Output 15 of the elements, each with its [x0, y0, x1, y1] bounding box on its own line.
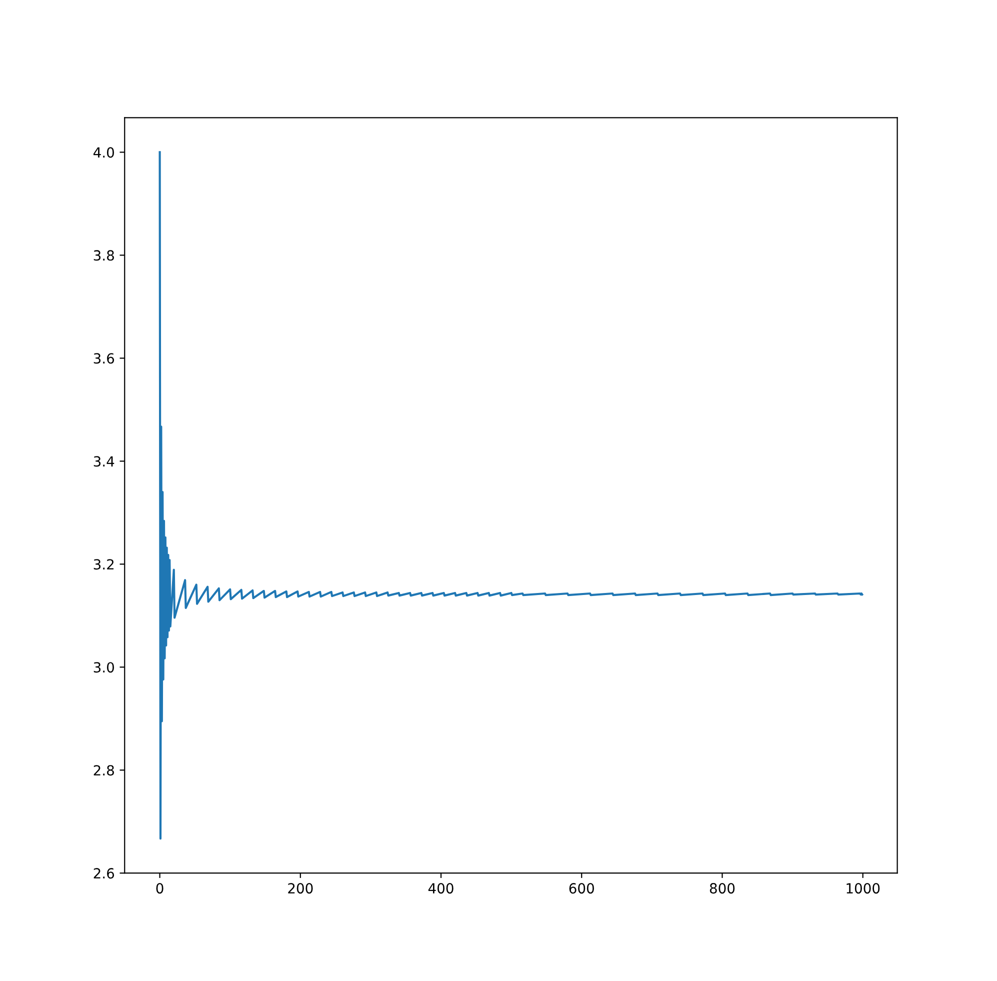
y-tick-label: 2.8 — [94, 765, 114, 776]
x-tick-label: 600 — [569, 883, 594, 894]
x-tick-label: 800 — [710, 883, 735, 894]
x-tick-label: 200 — [288, 883, 313, 894]
y-tick-label: 3.8 — [94, 250, 114, 261]
y-tick-label: 3.2 — [94, 559, 114, 570]
y-tick-label: 3.0 — [94, 662, 114, 673]
line-series — [158, 151, 864, 840]
x-tick-label: 0 — [156, 883, 164, 894]
x-tick-label: 1000 — [846, 883, 880, 894]
y-tick-label: 3.6 — [94, 353, 114, 364]
y-tick-label: 2.6 — [94, 868, 114, 879]
y-tick-label: 4.0 — [93, 147, 114, 158]
x-tick-label: 400 — [428, 883, 454, 894]
y-tick-label: 3.4 — [94, 456, 114, 467]
